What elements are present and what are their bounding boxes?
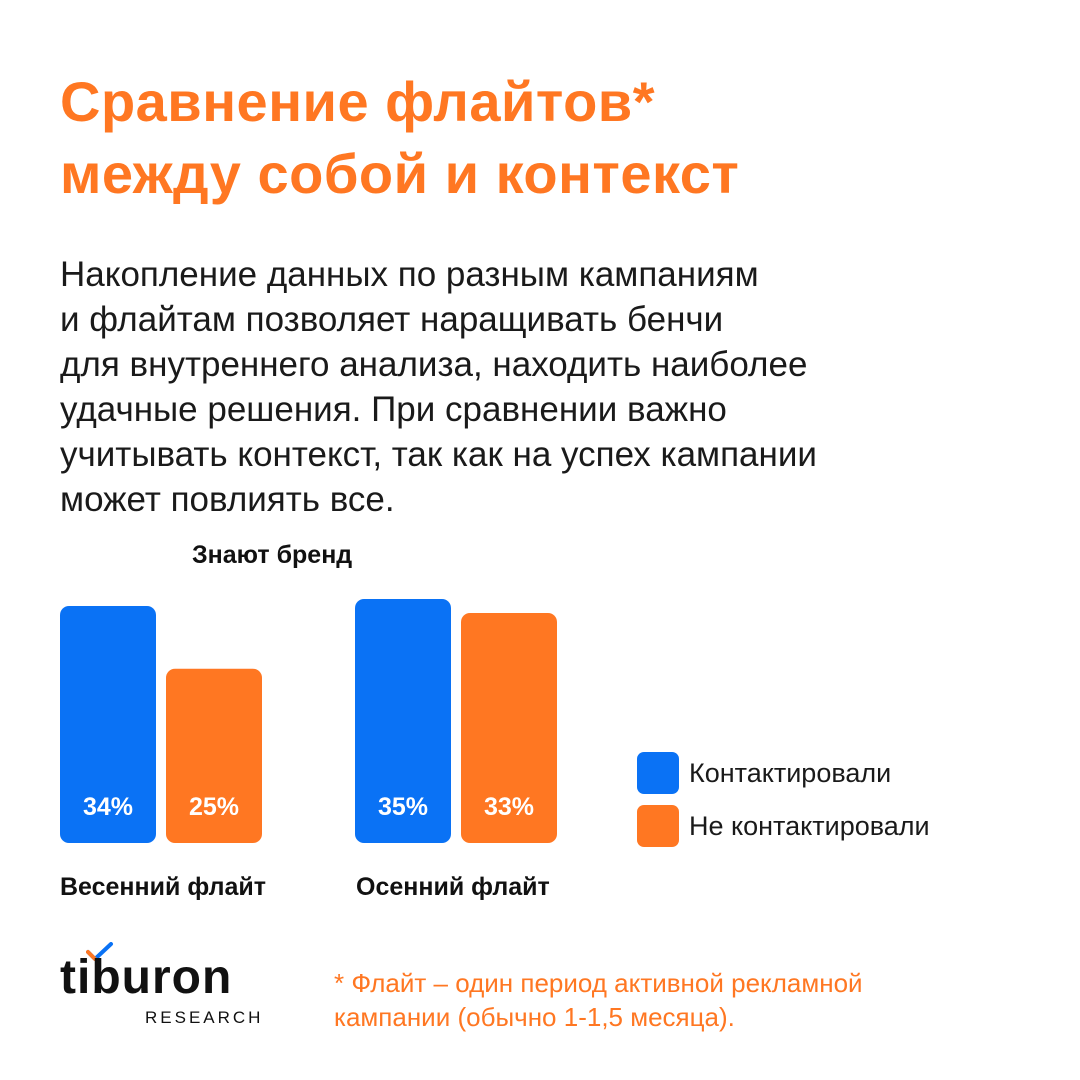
footnote-line-1: * Флайт – один период активной рекламной [334,968,863,998]
footnote: * Флайт – один период активной рекламной… [334,966,863,1034]
chart-legend: Контактировали Не контактировали [637,752,930,858]
legend-item-contacted: Контактировали [637,752,930,794]
body-line: может повлиять все. [60,480,395,519]
body-paragraph: Накопление данных по разным кампаниям и … [60,252,817,522]
legend-swatch-blue [637,752,679,794]
title-line-2: между собой и контекст [60,142,740,205]
logo-wordmark: tiburon [60,951,233,1004]
category-label-autumn: Осенний флайт [356,873,550,901]
body-line: удачные решения. При сравнении важно [60,390,727,429]
tiburon-logo: tiburon RESEARCH [60,942,280,1032]
body-line: Накопление данных по разным кампаниям [60,255,759,294]
legend-item-not-contacted: Не контактировали [637,805,930,847]
logo-subtitle: RESEARCH [145,1008,264,1027]
legend-swatch-orange [637,805,679,847]
chart-title: Знают бренд [192,541,353,569]
data-label-autumn-not-contacted: 33% [483,793,535,821]
check-mark-icon [86,942,113,961]
data-label-spring-not-contacted: 25% [188,793,240,821]
data-label-autumn-contacted: 35% [377,793,429,821]
body-line: и флайтам позволяет наращивать бенчи [60,300,724,339]
title-line-1: Сравнение флайтов* [60,70,656,133]
category-label-spring: Весенний флайт [60,873,266,901]
legend-label: Контактировали [689,758,892,788]
page-title: Сравнение флайтов* между собой и контекс… [60,66,739,210]
body-line: для внутреннего анализа, находить наибол… [60,345,808,384]
data-label-spring-contacted: 34% [82,793,134,821]
footnote-line-2: кампании (обычно 1-1,5 месяца). [334,1002,735,1032]
legend-label: Не контактировали [689,811,930,841]
body-line: учитывать контекст, так как на успех кам… [60,435,817,474]
